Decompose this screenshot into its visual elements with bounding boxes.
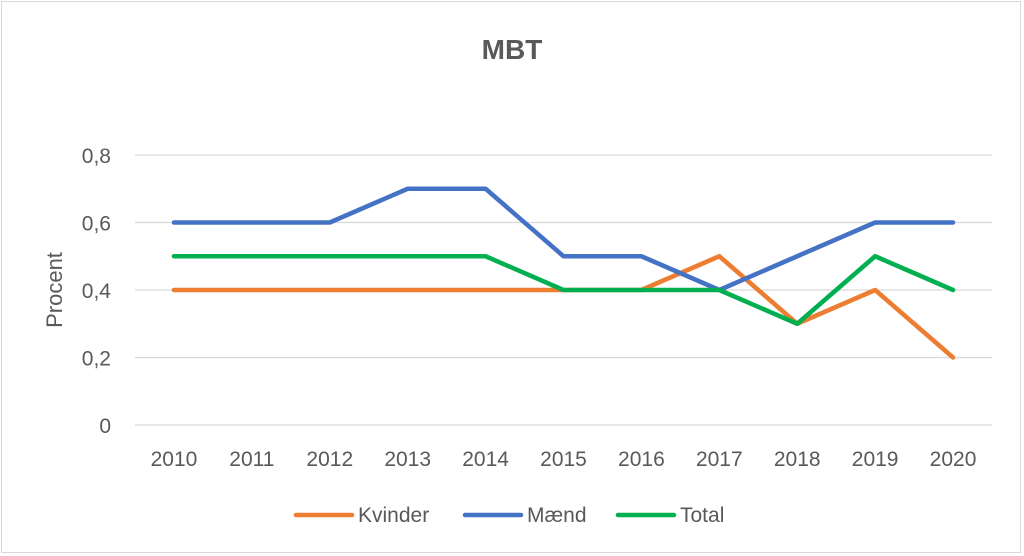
series-lines: [171, 186, 956, 360]
x-tick-label: 2018: [774, 448, 821, 471]
x-tick-label: 2012: [306, 448, 353, 471]
series-line-m-nd: [171, 186, 956, 293]
series-line-total: [171, 254, 956, 326]
x-tick-label: 2015: [540, 448, 587, 471]
y-tick-labels: 0 0,2 0,4 0,6 0,8: [82, 145, 112, 438]
x-tick-label: 2014: [462, 448, 509, 471]
series-line-kvinder: [171, 254, 956, 360]
y-tick-label: 0,2: [82, 348, 111, 371]
x-tick-label: 2011: [229, 448, 274, 471]
y-tick-label: 0,8: [82, 145, 111, 168]
x-tick-label: 2013: [384, 448, 431, 471]
legend-label-total: Total: [680, 504, 724, 527]
x-tick-label: 2019: [852, 448, 899, 471]
x-tick-label: 2017: [696, 448, 743, 471]
legend-label-m-nd: Mænd: [527, 504, 587, 527]
y-axis-label: Procent: [42, 252, 67, 328]
x-tick-labels: 2010 2011 2012 2013 2014 2015 2016 2017 2018 2019…: [151, 448, 977, 471]
x-tick-label: 2020: [930, 448, 977, 471]
x-tick-label: 2010: [151, 448, 198, 471]
legend-label-kvinder: Kvinder: [358, 504, 429, 527]
y-tick-label: 0: [99, 415, 111, 438]
chart-title: MBT: [482, 34, 543, 65]
y-tick-label: 0,6: [82, 213, 111, 236]
x-tick-label: 2016: [618, 448, 665, 471]
y-tick-label: 0,4: [82, 280, 112, 303]
legend: Kvinder Mænd Total: [293, 504, 724, 527]
